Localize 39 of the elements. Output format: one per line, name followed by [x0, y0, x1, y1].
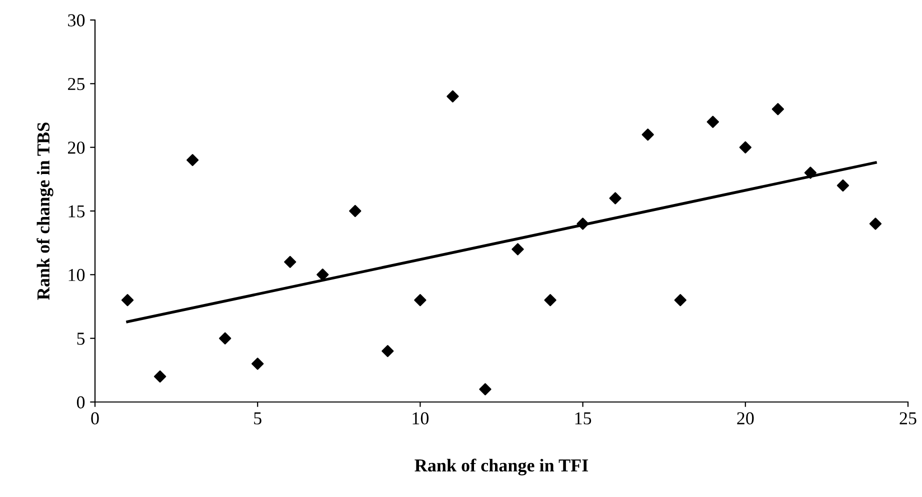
point: [772, 103, 784, 116]
point: [382, 344, 394, 358]
x-axis-title: Rank of change in TFI: [414, 458, 588, 476]
point: [219, 332, 232, 344]
point: [316, 268, 329, 281]
point: [609, 192, 622, 204]
y-tick-label: 0: [76, 396, 85, 408]
point: [512, 243, 524, 256]
point: [414, 294, 426, 306]
y-tick-label: 15: [68, 205, 85, 218]
point: [446, 90, 459, 102]
point: [284, 256, 296, 268]
point: [739, 141, 752, 154]
point: [252, 358, 264, 370]
point: [576, 218, 589, 230]
point: [349, 204, 362, 218]
y-tick-label: 5: [77, 332, 85, 345]
y-axis-title: Rank of change in TBS: [36, 122, 54, 300]
point: [674, 294, 686, 306]
x-tick-label: 15: [575, 412, 592, 424]
x-tick-label: 5: [254, 412, 262, 424]
x-tick-label: 25: [900, 412, 916, 424]
point: [186, 154, 199, 166]
point: [121, 294, 134, 306]
y-tick-label: 25: [68, 78, 85, 90]
point: [869, 218, 882, 230]
point: [544, 294, 556, 306]
point: [804, 166, 817, 179]
y-tick-label: 10: [68, 268, 85, 282]
x-tick-label: 0: [91, 412, 99, 424]
point: [706, 116, 719, 128]
point: [836, 179, 850, 192]
point: [642, 128, 654, 141]
point: [154, 370, 166, 383]
y-tick-label: 30: [68, 14, 85, 26]
x-tick-label: 10: [412, 412, 429, 424]
y-tick-label: 20: [68, 142, 85, 154]
point: [479, 383, 492, 396]
x-tick-label: 20: [737, 412, 754, 424]
